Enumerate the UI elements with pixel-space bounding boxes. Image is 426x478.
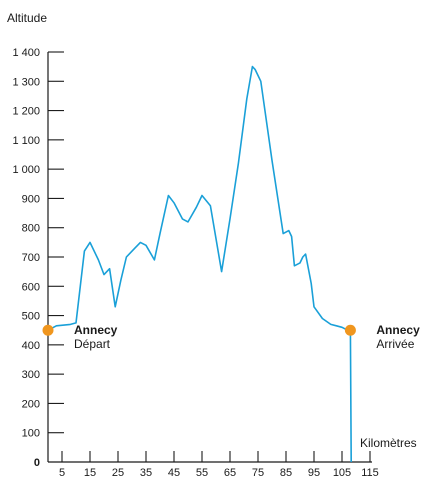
y-tick-label: 200 (22, 398, 40, 410)
y-tick-label: 900 (22, 193, 40, 205)
y-tick-label: 1 400 (12, 47, 40, 59)
y-axis-ticks: 0 100 200 300 400 500 600 700 800 900 1 000 1 100 1 … (12, 47, 64, 469)
x-tick-label: 55 (196, 467, 208, 478)
x-tick-label: 95 (308, 467, 320, 478)
y-tick-label: 700 (22, 252, 40, 264)
y-tick-label: 300 (22, 369, 40, 381)
x-axis-title: Kilomètres (360, 436, 417, 450)
x-tick-label: 25 (112, 467, 124, 478)
altitude-series-line (47, 65, 352, 463)
y-tick-label: 100 (22, 428, 40, 440)
x-tick-label: 65 (224, 467, 236, 478)
endpoint-sub: Départ (74, 337, 111, 351)
x-tick-label: 5 (59, 467, 65, 478)
x-tick-label: 15 (84, 467, 96, 478)
y-tick-label: 600 (22, 281, 40, 293)
endpoint-name: Annecy (74, 323, 118, 337)
y-tick-label: 1 200 (12, 106, 40, 118)
y-tick-label: 500 (22, 311, 40, 323)
y-tick-label: 1 000 (12, 164, 40, 176)
y-axis-title: Altitude (7, 11, 47, 25)
endpoint-dot (344, 324, 356, 336)
y-tick-label: 400 (22, 340, 40, 352)
y-tick-label: 0 (34, 457, 40, 469)
x-tick-label: 85 (280, 467, 292, 478)
x-tick-label: 35 (140, 467, 152, 478)
y-tick-label: 1 100 (12, 135, 40, 147)
x-tick-label: 75 (252, 467, 264, 478)
x-tick-label: 115 (361, 467, 379, 478)
x-axis-ticks: 5 15 25 35 45 55 65 75 85 95 105 115 (59, 451, 379, 478)
endpoint-name: Annecy (376, 323, 420, 337)
y-tick-label: 800 (22, 223, 40, 235)
x-tick-label: 105 (333, 467, 351, 478)
x-tick-label: 45 (168, 467, 180, 478)
endpoint-sub: Arrivée (376, 337, 414, 351)
endpoint-dot (42, 324, 54, 336)
y-tick-label: 1 300 (12, 76, 40, 88)
